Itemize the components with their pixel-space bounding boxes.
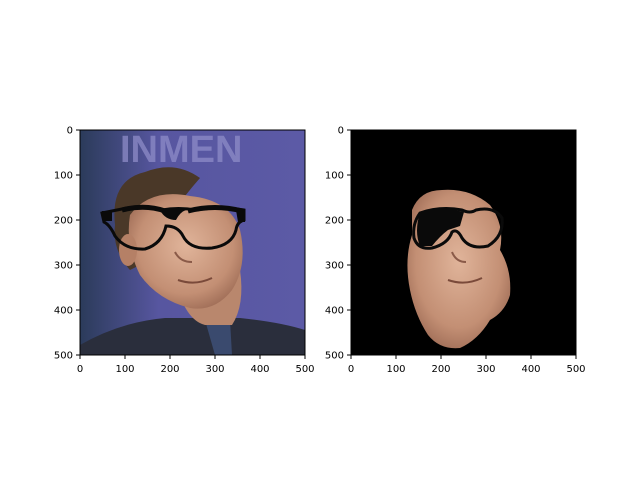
x-tick-label: 400 <box>250 364 269 375</box>
x-tick-label: 100 <box>386 364 405 375</box>
x-tick-label: 500 <box>566 364 585 375</box>
y-tick-label: 100 <box>325 171 344 182</box>
face <box>128 194 243 309</box>
y-tick-label: 500 <box>325 351 344 362</box>
y-tick-label: 0 <box>67 126 73 137</box>
y-tick-label: 400 <box>54 306 73 317</box>
axis-ticks: 0 100 200 300 400 500 0 100 200 300 400 500 0 100 200 3… <box>54 126 586 376</box>
y-tick-label: 200 <box>54 216 73 227</box>
y-tick-label: 200 <box>325 216 344 227</box>
ear <box>119 234 137 266</box>
y-tick-label: 0 <box>338 126 344 137</box>
x-tick-label: 200 <box>431 364 450 375</box>
right-image-panel <box>351 130 576 355</box>
x-tick-label: 100 <box>115 364 134 375</box>
y-tick-label: 100 <box>54 171 73 182</box>
y-tick-label: 500 <box>54 351 73 362</box>
x-tick-label: 400 <box>521 364 540 375</box>
x-tick-label: 0 <box>77 364 83 375</box>
y-tick-label: 400 <box>325 306 344 317</box>
x-tick-label: 500 <box>295 364 314 375</box>
left-image-panel: INMEN <box>80 129 305 355</box>
y-tick-label: 300 <box>325 261 344 272</box>
jacket <box>80 318 305 355</box>
banner-text: INMEN <box>120 129 242 171</box>
x-tick-label: 0 <box>348 364 354 375</box>
glasses-segmented <box>412 207 504 250</box>
left-axes-frame <box>79 129 306 356</box>
glasses <box>100 204 246 251</box>
x-tick-label: 300 <box>205 364 224 375</box>
y-tick-label: 300 <box>54 261 73 272</box>
right-axes-frame <box>350 129 577 356</box>
x-tick-label: 300 <box>476 364 495 375</box>
shirt-collar <box>205 320 232 355</box>
x-tick-label: 200 <box>160 364 179 375</box>
